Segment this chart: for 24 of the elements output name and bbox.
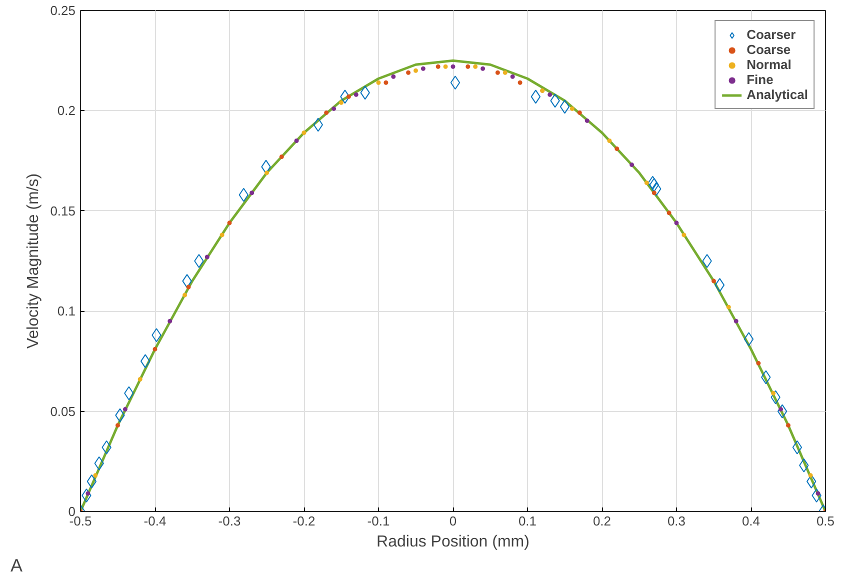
legend-label: Analytical: [746, 87, 808, 102]
y-tick-label: 0: [68, 504, 76, 519]
x-tick-label: 0.5: [816, 514, 835, 528]
legend-label: Fine: [746, 72, 774, 87]
x-tick-label: 0.3: [667, 514, 686, 528]
legend-label: Coarser: [746, 27, 796, 42]
y-axis-title: Velocity Magnitude (m/s): [25, 173, 42, 349]
x-axis-title: Radius Position (mm): [376, 534, 530, 550]
y-tick-label: 0.05: [50, 404, 76, 419]
x-tick-label: 0: [449, 514, 457, 528]
y-tick-label: 0.15: [50, 203, 76, 218]
x-tick-label: -0.1: [367, 514, 390, 528]
x-tick-label: 0.4: [742, 514, 760, 528]
y-tick-label: 0.2: [57, 103, 76, 118]
legend-label: Normal: [746, 57, 792, 72]
x-tick-label: -0.3: [218, 514, 241, 528]
legend-label: Coarse: [746, 42, 791, 57]
x-tick-label: 0.1: [518, 514, 537, 528]
x-tick-label: -0.4: [144, 514, 166, 528]
x-tick-label: 0.2: [592, 514, 612, 528]
y-tick-label: 0.1: [57, 304, 76, 319]
x-tick-label: -0.2: [292, 514, 316, 528]
y-tick-label: 0.25: [50, 3, 76, 18]
text: A: [10, 556, 23, 576]
